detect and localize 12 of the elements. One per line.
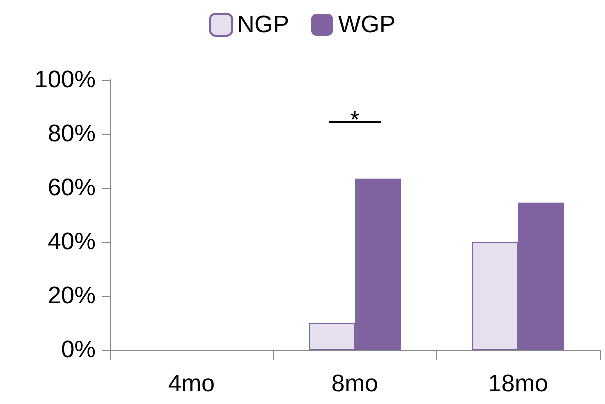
legend-label: NGP [237, 12, 290, 38]
x-tick-label: 18mo [488, 370, 548, 398]
y-tick-label: 40% [48, 228, 96, 256]
y-tick-label: 100% [34, 66, 96, 94]
x-tick-label: 8mo [332, 370, 378, 398]
y-tick-label: 0% [61, 336, 96, 364]
annotation: * [350, 107, 360, 134]
y-tick-label: 60% [48, 174, 96, 202]
legend-label: WGP [338, 12, 396, 38]
y-tick-label: 20% [48, 282, 96, 310]
x-tick-label: 4mo [168, 370, 216, 398]
y-tick-label: 80% [48, 120, 96, 148]
